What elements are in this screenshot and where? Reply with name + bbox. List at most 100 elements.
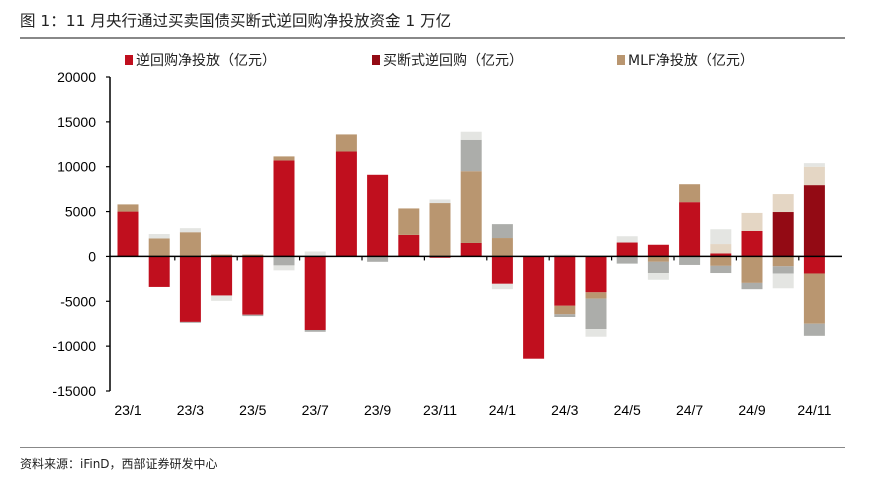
x-tick-label: 23/7 [302, 402, 329, 418]
bar-24-7-s2 [679, 184, 701, 203]
legend-item-mlf: MLF净投放（亿元） [617, 50, 754, 70]
x-tick-label: 23/5 [239, 402, 266, 418]
legend-item-reverse-repo: 逆回购净投放（亿元） [125, 50, 276, 70]
bar-24-1-s0 [491, 256, 513, 284]
bar-24-11-s4 [803, 323, 825, 336]
x-tick-label: 24/9 [738, 402, 765, 418]
y-tick-label: 10000 [57, 159, 96, 175]
footer-divider [20, 447, 845, 448]
bar-23-9-s4 [367, 256, 389, 262]
bar-24-7-s0 [679, 202, 701, 257]
bar-24-5-s4 [616, 256, 638, 264]
bar-24-6-s2 [647, 256, 669, 262]
bar-23-8-s2 [335, 134, 357, 152]
bar-23-5-s2 [242, 254, 264, 257]
legend-swatch [372, 55, 380, 65]
bar-23-7-s4 [304, 329, 326, 332]
x-tick-label: 23/1 [114, 402, 141, 418]
bar-24-3-s0 [554, 256, 576, 306]
bar-24-7-s4 [679, 256, 701, 265]
bar-23-7-s0 [304, 256, 326, 330]
bar-24-8-s4 [710, 265, 732, 274]
bar-24-8-s5 [710, 229, 732, 245]
bar-23-1-s2 [117, 204, 139, 212]
bar-24-6-s4 [647, 261, 669, 274]
y-tick-label: -10000 [52, 338, 96, 354]
bar-24-10-s5 [772, 273, 794, 289]
bar-24-2-s0 [523, 256, 545, 359]
bar-24-1-s2 [491, 238, 513, 257]
bar-24-6-s5 [647, 273, 669, 280]
x-tick-label: 24/1 [489, 402, 516, 418]
bar-24-11-s0 [803, 256, 825, 274]
bar-23-4-s2 [211, 254, 233, 257]
bar-24-9-s3 [741, 212, 763, 231]
bar-24-10-s3 [772, 194, 794, 213]
bar-23-6-s4 [273, 256, 295, 266]
bar-24-10-s2 [772, 256, 794, 267]
bar-23-12-s0 [460, 242, 482, 257]
bar-24-3-s4 [554, 314, 576, 317]
x-tick-label: 24/3 [551, 402, 578, 418]
bar-23-6-s5 [273, 265, 295, 271]
bar-23-7-s5 [304, 251, 326, 257]
bar-24-5-s5 [616, 236, 638, 243]
bar-23-2-s2 [148, 238, 170, 257]
legend-swatch [617, 55, 625, 65]
bar-24-11-s3 [803, 166, 825, 186]
bar-24-10-s4 [772, 266, 794, 274]
bar-24-8-s0 [710, 253, 732, 257]
y-tick-label: -5000 [60, 293, 96, 309]
x-tick-label: 23/3 [177, 402, 204, 418]
bar-24-3-s5 [554, 254, 576, 257]
bar-24-4-s2 [585, 292, 607, 299]
chart-plot: 20000 15000 10000 5000 0 -5000 -10000 -15000 23/… [52, 69, 842, 418]
bar-24-6-s0 [647, 244, 669, 257]
bar-23-12-s2 [460, 171, 482, 243]
bar-24-9-s4 [741, 282, 763, 290]
bar-23-9-s0 [367, 174, 389, 257]
source-note: 资料来源：iFinD，西部证券研发中心 [20, 457, 218, 471]
legend-swatch [125, 55, 133, 65]
bar-23-5-s0 [242, 256, 264, 315]
y-tick-label: 0 [88, 248, 96, 264]
x-tick-label: 24/7 [676, 402, 703, 418]
bar-23-11-s2 [429, 203, 451, 257]
bar-23-3-s0 [179, 256, 201, 322]
bar-23-6-s2 [273, 156, 295, 161]
bar-24-11-s5 [803, 163, 825, 167]
x-tick-label: 24/5 [614, 402, 641, 418]
legend-label: MLF净投放（亿元） [628, 53, 754, 69]
bar-23-4-s0 [211, 256, 233, 296]
bar-23-2-s5 [148, 234, 170, 239]
bar-24-8-s3 [710, 244, 732, 254]
x-tick-label: 23/11 [423, 402, 457, 418]
bar-23-11-s5 [429, 199, 451, 204]
y-tick-label: -15000 [52, 383, 96, 399]
bar-24-1-s5 [491, 283, 513, 290]
bar-23-12-s4 [460, 139, 482, 172]
bar-24-1-s4 [491, 224, 513, 239]
bar-24-11-s2 [803, 273, 825, 324]
y-tick-label: 15000 [57, 114, 96, 130]
legend-label: 逆回购净投放（亿元） [136, 53, 276, 69]
bar-23-10-s0 [398, 234, 420, 257]
bar-23-2-s0 [148, 256, 170, 287]
bar-23-3-s4 [179, 321, 201, 323]
bar-23-12-s5 [460, 131, 482, 140]
bar-23-3-s5 [179, 228, 201, 233]
y-tick-label: 20000 [57, 69, 96, 85]
title-divider [20, 37, 845, 39]
x-tick-label: 24/11 [797, 402, 831, 418]
x-tick-label: 23/9 [364, 402, 391, 418]
bar-24-4-s5 [585, 329, 607, 337]
bar-24-11-s1 [803, 185, 825, 257]
figure-title: 图 1：11 月央行通过买卖国债买断式逆回购净投放资金 1 万亿 [20, 12, 452, 30]
bar-24-3-s2 [554, 305, 576, 315]
y-tick-label: 5000 [65, 204, 96, 220]
bar-24-9-s2 [741, 256, 763, 283]
bar-24-9-s0 [741, 230, 763, 257]
bar-23-8-s0 [335, 151, 357, 257]
bar-23-3-s2 [179, 232, 201, 257]
